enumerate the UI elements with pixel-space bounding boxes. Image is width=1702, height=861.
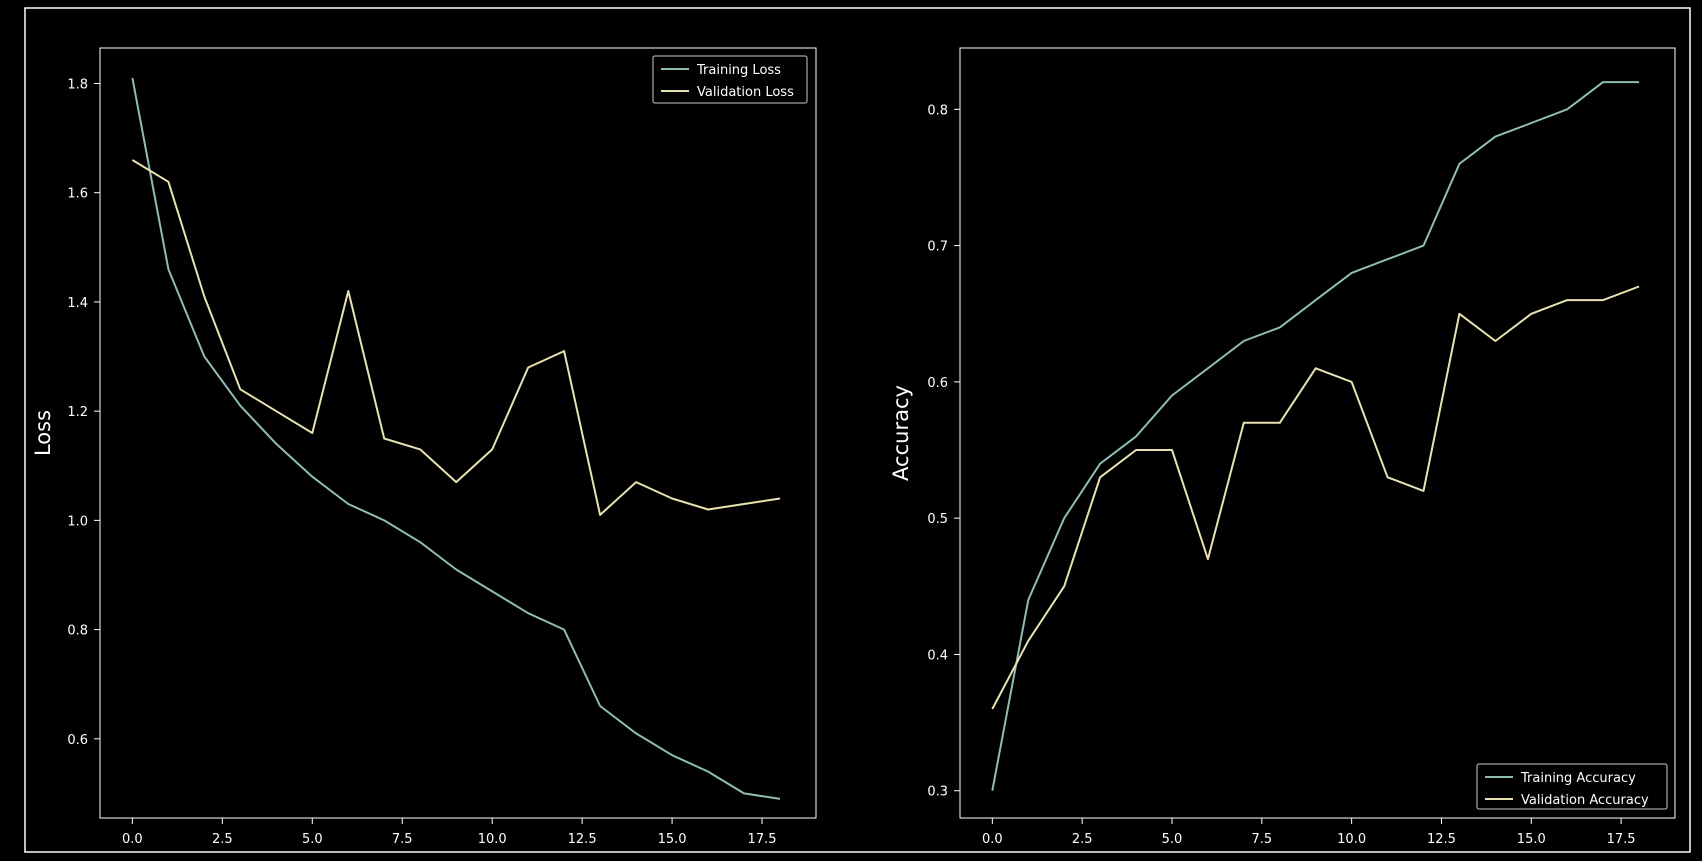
x-tick-label: 17.5 bbox=[1607, 832, 1636, 847]
x-tick-label: 7.5 bbox=[1251, 832, 1272, 847]
x-tick-label: 0.0 bbox=[122, 832, 143, 847]
legend-box bbox=[1476, 763, 1668, 810]
y-axis-label: Accuracy bbox=[889, 385, 913, 481]
legend-label: Training Loss bbox=[696, 63, 781, 78]
y-tick-label: 0.4 bbox=[927, 648, 948, 663]
x-tick-label: 2.5 bbox=[212, 832, 233, 847]
y-tick-label: 0.6 bbox=[927, 376, 948, 391]
legend-label: Validation Accuracy bbox=[1521, 793, 1649, 808]
y-tick-label: 0.8 bbox=[67, 624, 88, 639]
x-tick-label: 17.5 bbox=[748, 832, 777, 847]
x-tick-label: 15.0 bbox=[1517, 832, 1546, 847]
x-tick-label: 2.5 bbox=[1072, 832, 1093, 847]
y-tick-label: 0.7 bbox=[927, 240, 948, 255]
x-tick-label: 10.0 bbox=[478, 832, 507, 847]
y-tick-label: 1.4 bbox=[67, 296, 88, 311]
series-line-validation-loss bbox=[131, 159, 781, 516]
y-axis-label: Loss bbox=[31, 410, 55, 456]
x-tick-label: 0.0 bbox=[982, 832, 1003, 847]
y-tick-label: 0.6 bbox=[67, 733, 88, 748]
y-tick-label: 1.6 bbox=[67, 187, 88, 202]
figure-border bbox=[24, 7, 1691, 853]
x-tick-label: 10.0 bbox=[1337, 832, 1366, 847]
y-tick-label: 0.8 bbox=[927, 103, 948, 118]
x-tick-label: 12.5 bbox=[568, 832, 597, 847]
x-tick-label: 15.0 bbox=[658, 832, 687, 847]
plot-area-frame bbox=[959, 47, 1676, 819]
accuracy-chart: 0.0 2.5 5.0 7.5 10.0 12.5 15.0 17.5 0.3 0.4 0.5 0.6… bbox=[889, 47, 1676, 847]
series-line-validation-accuracy bbox=[991, 285, 1640, 710]
plot-area-frame bbox=[99, 47, 817, 819]
x-tick-label: 7.5 bbox=[392, 832, 413, 847]
y-tick-label: 1.0 bbox=[67, 514, 88, 529]
x-tick-label: 12.5 bbox=[1427, 832, 1456, 847]
x-tick-label: 5.0 bbox=[1162, 832, 1183, 847]
y-tick-label: 0.5 bbox=[927, 512, 948, 527]
series-line-training-loss bbox=[131, 77, 781, 800]
y-tick-label: 1.2 bbox=[67, 405, 88, 420]
y-tick-label: 0.3 bbox=[927, 785, 948, 800]
series-line-training-accuracy bbox=[991, 81, 1640, 791]
loss-chart: 0.0 2.5 5.0 7.5 10.0 12.5 15.0 17.5 0.6 0.8 1.0 1.2… bbox=[31, 47, 817, 847]
legend-label: Training Accuracy bbox=[1520, 771, 1636, 786]
y-tick-label: 1.8 bbox=[67, 77, 88, 92]
x-tick-label: 5.0 bbox=[302, 832, 323, 847]
legend-box bbox=[652, 55, 808, 104]
legend-label: Validation Loss bbox=[697, 85, 794, 100]
